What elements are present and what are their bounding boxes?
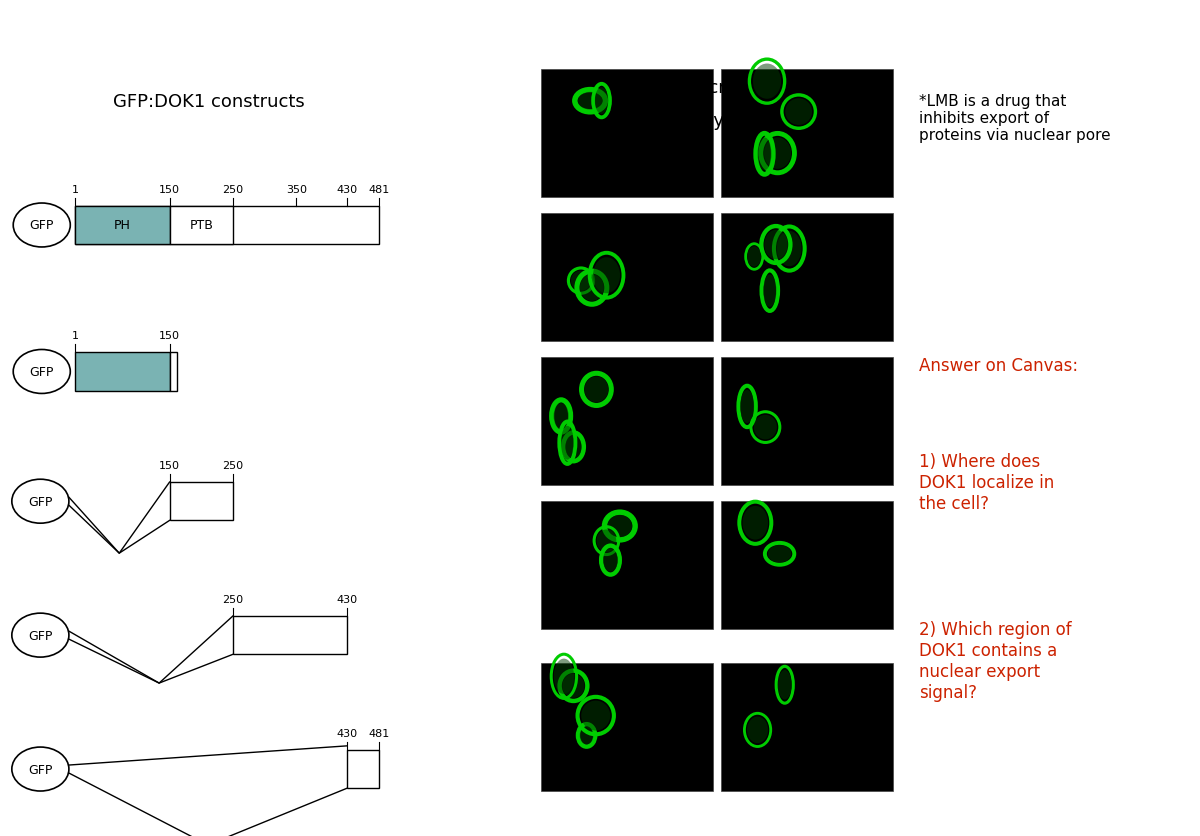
Ellipse shape xyxy=(593,258,620,293)
Text: 430: 430 xyxy=(336,594,358,604)
Text: GFP:DOK1 constructs: GFP:DOK1 constructs xyxy=(113,93,305,110)
Ellipse shape xyxy=(13,204,71,247)
Text: 2) Which region of
DOK1 contains a
nuclear export
signal?: 2) Which region of DOK1 contains a nucle… xyxy=(919,620,1072,701)
Bar xyxy=(76,353,169,391)
Text: GFP microscopy: GFP microscopy xyxy=(646,79,788,97)
Ellipse shape xyxy=(581,701,611,731)
Ellipse shape xyxy=(563,674,584,698)
Text: GFP: GFP xyxy=(30,365,54,379)
Text: 250: 250 xyxy=(222,594,244,604)
Ellipse shape xyxy=(785,99,812,125)
Bar xyxy=(233,616,347,655)
Ellipse shape xyxy=(768,545,791,563)
Bar xyxy=(541,358,713,485)
Ellipse shape xyxy=(596,530,617,552)
Bar xyxy=(76,206,379,245)
Bar xyxy=(721,502,893,629)
Text: 1) Where does
DOK1 localize in
the cell?: 1) Where does DOK1 localize in the cell? xyxy=(919,453,1054,512)
Text: +LMB: +LMB xyxy=(782,150,832,168)
Ellipse shape xyxy=(743,507,768,540)
Ellipse shape xyxy=(12,480,68,523)
Ellipse shape xyxy=(553,404,569,430)
Text: PTB: PTB xyxy=(190,219,214,232)
Text: 430: 430 xyxy=(336,185,358,195)
Text: kidney cells: kidney cells xyxy=(664,112,770,130)
Text: *LMB is a drug that
inhibits export of
proteins via nuclear pore: *LMB is a drug that inhibits export of p… xyxy=(919,94,1110,143)
Text: 350: 350 xyxy=(286,185,307,195)
Text: 150: 150 xyxy=(160,331,180,341)
Bar xyxy=(721,664,893,791)
Ellipse shape xyxy=(604,549,618,572)
Ellipse shape xyxy=(12,614,68,657)
Ellipse shape xyxy=(571,271,590,292)
Ellipse shape xyxy=(764,138,791,170)
Text: GFP: GFP xyxy=(28,629,53,642)
Bar xyxy=(541,664,713,791)
Text: GFP: GFP xyxy=(30,219,54,232)
Ellipse shape xyxy=(565,436,582,459)
Ellipse shape xyxy=(740,390,754,424)
Text: -LMB: -LMB xyxy=(611,150,652,168)
Text: 481: 481 xyxy=(368,728,390,738)
Text: 150: 150 xyxy=(160,185,180,195)
Ellipse shape xyxy=(763,275,776,308)
Ellipse shape xyxy=(12,747,68,791)
Text: 250: 250 xyxy=(222,461,244,471)
Ellipse shape xyxy=(13,350,71,394)
Ellipse shape xyxy=(752,64,781,99)
Ellipse shape xyxy=(584,377,608,403)
Bar xyxy=(541,70,713,197)
Ellipse shape xyxy=(764,231,787,260)
Ellipse shape xyxy=(560,426,574,460)
Text: GFP: GFP xyxy=(28,762,53,776)
Bar xyxy=(541,214,713,341)
Ellipse shape xyxy=(580,726,594,745)
Text: 1: 1 xyxy=(72,331,79,341)
Ellipse shape xyxy=(778,232,802,267)
Text: 150: 150 xyxy=(160,461,180,471)
Ellipse shape xyxy=(748,247,761,268)
Ellipse shape xyxy=(580,275,604,302)
Ellipse shape xyxy=(578,93,602,110)
Ellipse shape xyxy=(757,138,772,171)
Text: 430: 430 xyxy=(336,728,358,738)
Ellipse shape xyxy=(607,515,632,538)
Bar xyxy=(169,206,233,245)
Ellipse shape xyxy=(748,716,768,743)
Text: GFP: GFP xyxy=(28,495,53,508)
Text: 1: 1 xyxy=(72,185,79,195)
Ellipse shape xyxy=(553,659,574,694)
Text: Answer on Canvas:: Answer on Canvas: xyxy=(919,357,1078,375)
Text: 481: 481 xyxy=(368,185,390,195)
Ellipse shape xyxy=(754,415,776,440)
Bar xyxy=(169,353,178,391)
Bar xyxy=(347,750,379,788)
Bar xyxy=(721,214,893,341)
Text: 250: 250 xyxy=(222,185,244,195)
Ellipse shape xyxy=(595,88,608,115)
Bar xyxy=(76,206,169,245)
Text: PH: PH xyxy=(114,219,131,232)
Bar xyxy=(541,502,713,629)
Bar xyxy=(169,482,233,521)
Ellipse shape xyxy=(778,670,792,700)
Bar xyxy=(721,358,893,485)
Bar xyxy=(721,70,893,197)
